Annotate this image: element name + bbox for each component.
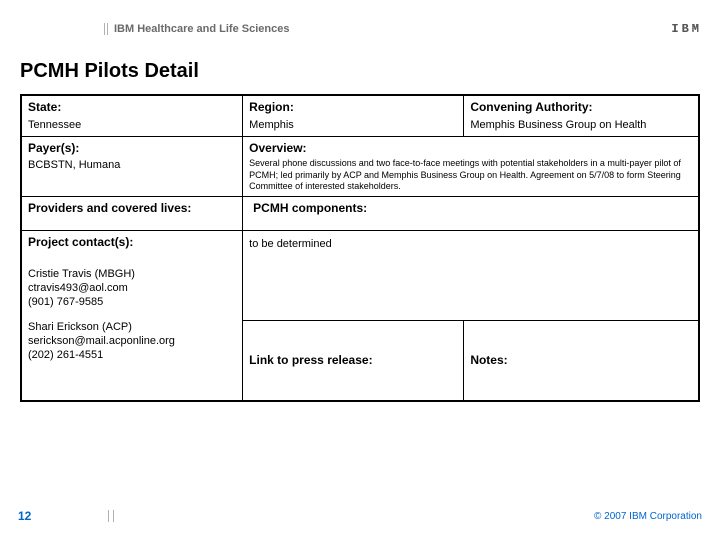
contacts-label: Project contact(s): [28, 235, 236, 251]
ibm-logo-icon: IBM [671, 22, 702, 36]
contact-name: Shari Erickson (ACP) [28, 320, 236, 334]
state-value: Tennessee [28, 118, 236, 132]
overview-label: Overview: [249, 141, 692, 157]
table-row: Project contact(s): Cristie Travis (MBGH… [21, 231, 699, 321]
contact-block: Shari Erickson (ACP) serickson@mail.acpo… [28, 320, 236, 363]
header-decorative-lines [0, 18, 108, 40]
table-row: Providers and covered lives: PCMH compon… [21, 197, 699, 231]
contact-phone: (202) 261-4551 [28, 348, 236, 362]
notes-label: Notes: [470, 353, 692, 369]
state-label: State: [28, 100, 236, 116]
footer-bar: 12 © 2007 IBM Corporation [0, 504, 720, 528]
region-value: Memphis [249, 118, 457, 132]
contact-email: ctravis493@aol.com [28, 281, 236, 295]
payers-value: BCBSTN, Humana [28, 158, 236, 172]
payers-label: Payer(s): [28, 141, 236, 157]
overview-value: Several phone discussions and two face-t… [249, 158, 692, 192]
contact-name: Cristie Travis (MBGH) [28, 267, 236, 281]
table-row: Payer(s): BCBSTN, Humana Overview: Sever… [21, 136, 699, 196]
header-org-line: IBM Healthcare and Life Sciences [114, 23, 671, 35]
detail-table: State: Tennessee Region: Memphis Conveni… [20, 94, 700, 402]
contact-email: serickson@mail.acponline.org [28, 334, 236, 348]
page-title: PCMH Pilots Detail [20, 60, 199, 83]
components-label: PCMH components: [249, 201, 692, 217]
copyright-text: © 2007 IBM Corporation [594, 511, 702, 522]
authority-value: Memphis Business Group on Health [470, 118, 692, 132]
footer-decorative-lines [108, 509, 114, 523]
press-label: Link to press release: [249, 353, 457, 369]
header-bar: IBM Healthcare and Life Sciences IBM [0, 18, 720, 40]
contact-block: Cristie Travis (MBGH) ctravis493@aol.com… [28, 267, 236, 310]
authority-label: Convening Authority: [470, 100, 692, 116]
page-number: 12 [18, 509, 108, 523]
components-value: to be determined [249, 237, 692, 251]
contact-phone: (901) 767-9585 [28, 295, 236, 309]
table-row: State: Tennessee Region: Memphis Conveni… [21, 95, 699, 136]
region-label: Region: [249, 100, 457, 116]
providers-label: Providers and covered lives: [28, 201, 236, 217]
